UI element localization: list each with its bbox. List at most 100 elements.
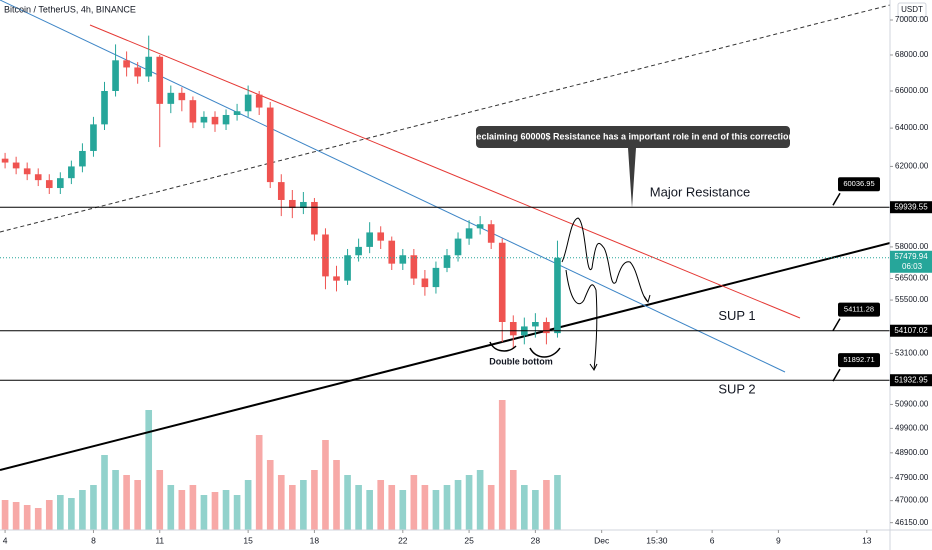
- x-tick-label: 9: [776, 535, 781, 545]
- volume-bar: [244, 480, 252, 530]
- volume-bar: [189, 485, 197, 530]
- candle-body: [355, 246, 362, 256]
- candle-body: [101, 90, 108, 125]
- volume-bar: [45, 500, 53, 530]
- volume-bar: [333, 460, 340, 530]
- candle-body: [487, 224, 495, 243]
- callout-box: [838, 177, 880, 192]
- time-axis-bg: [0, 530, 932, 550]
- double-bottom-arc: [489, 341, 517, 352]
- callout-value: 54111.28: [844, 305, 874, 314]
- last-price-label: 57479.94: [894, 252, 928, 261]
- volume-bar: [145, 410, 153, 530]
- support-trendline: [0, 242, 891, 471]
- candle-body: [255, 94, 263, 108]
- candle-body: [300, 201, 307, 209]
- y-tick-label: 47900.00: [895, 473, 929, 482]
- volume-bar: [289, 485, 296, 530]
- level-label: SUP 2: [718, 382, 755, 397]
- volume-bar: [255, 435, 263, 530]
- candle-body: [509, 321, 517, 336]
- candle-body: [366, 232, 373, 247]
- level-axis-box: [890, 374, 932, 387]
- candle-body: [311, 201, 318, 235]
- volume-bar: [322, 440, 329, 530]
- level-label: SUP 1: [718, 308, 755, 323]
- candle-body: [222, 114, 230, 125]
- volume-bar: [300, 480, 307, 530]
- candle-body: [289, 199, 296, 209]
- callout-box: [838, 302, 880, 317]
- x-tick-label: 22: [398, 535, 408, 545]
- candle-body: [23, 168, 31, 175]
- volume-bar: [112, 470, 119, 530]
- candle-body: [277, 182, 285, 200]
- candle-body: [554, 257, 561, 334]
- candle-body: [498, 242, 506, 322]
- arrow-head: [643, 294, 651, 304]
- volume-bar: [498, 400, 506, 530]
- candle-body: [178, 92, 186, 101]
- volume-bar: [68, 498, 75, 530]
- candle-body: [68, 166, 75, 179]
- candle-body: [421, 278, 429, 288]
- volume-bar: [410, 475, 418, 530]
- candle-body: [443, 255, 451, 268]
- volume-bar: [211, 492, 219, 530]
- level-axis-label: 54107.02: [894, 326, 928, 335]
- candle-body: [399, 255, 407, 264]
- x-tick-label: 15: [243, 535, 253, 545]
- volume-bar: [12, 502, 20, 530]
- countdown-label: 06:03: [902, 262, 923, 271]
- volume-bar: [23, 505, 31, 530]
- y-tick-label: 46150.00: [895, 518, 929, 527]
- y-tick-label: 62000.00: [895, 162, 929, 171]
- volume-bar: [465, 475, 473, 530]
- volume-bar: [233, 495, 241, 530]
- annotation-text: Double bottom: [489, 356, 553, 366]
- trend-lines: [0, 0, 891, 471]
- volume-bar: [178, 490, 186, 530]
- candle-body: [432, 267, 440, 288]
- candle-body: [156, 56, 164, 104]
- y-tick-label: 56500.00: [895, 274, 929, 283]
- volume-bar: [554, 475, 561, 530]
- callout-box: [476, 126, 790, 208]
- candle-body: [333, 276, 340, 281]
- y-tick-label: 53100.00: [895, 349, 929, 358]
- level-label: Major Resistance: [650, 185, 750, 200]
- drawings: Double bottom Reclaiming 60000$ Resistan…: [470, 126, 794, 371]
- candle-body: [476, 224, 484, 229]
- volume-bar: [344, 475, 351, 530]
- volume-bar: [156, 470, 164, 530]
- projection-up: [561, 217, 649, 303]
- candle-body: [388, 240, 396, 264]
- callout-text: Reclaiming 60000$ Resistance has a impor…: [470, 131, 794, 141]
- volume-bar: [1, 500, 9, 530]
- volume-bar: [277, 475, 285, 530]
- currency-label: USDT: [901, 5, 923, 14]
- y-tick-label: 58000.00: [895, 242, 929, 251]
- callout-pointer: [832, 318, 841, 332]
- chart-title: Bitcoin / TetherUS, 4h, BINANCE: [4, 4, 136, 14]
- candle-body: [266, 107, 274, 183]
- price-axis-bg: [890, 0, 932, 550]
- volume-bar: [266, 460, 274, 530]
- level-axis-box: [890, 324, 932, 337]
- candle-body: [244, 94, 252, 112]
- candle-body: [200, 116, 208, 123]
- candle-body: [322, 234, 329, 277]
- candle-body: [211, 116, 219, 125]
- candle-body: [79, 150, 86, 167]
- volume-bar: [222, 490, 230, 530]
- volume-bar: [57, 495, 64, 530]
- candle-body: [543, 321, 550, 334]
- x-tick-label: 8: [91, 535, 96, 545]
- volume-bar: [123, 475, 130, 530]
- candle-body: [112, 60, 119, 91]
- level-axis-box: [890, 201, 932, 214]
- volume-bar: [443, 485, 451, 530]
- volume-bar: [532, 490, 539, 530]
- y-tick-label: 66000.00: [895, 86, 929, 95]
